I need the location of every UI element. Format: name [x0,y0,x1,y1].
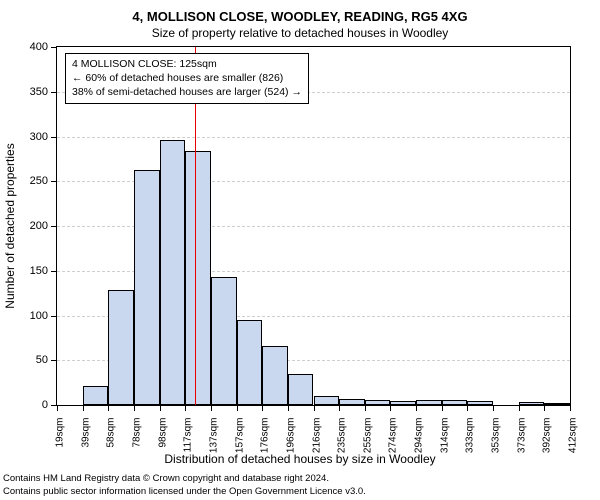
histogram-bar [467,401,493,405]
y-tick [51,226,57,227]
x-tick-label: 78sqm [131,418,142,448]
x-tick [262,405,263,411]
x-tick [83,405,84,411]
histogram-bar [83,386,109,405]
histogram-bar [185,151,211,405]
histogram-bar [211,277,237,405]
x-tick [211,405,212,411]
histogram-bar [262,346,288,405]
annotation-line: ← 60% of detached houses are smaller (82… [72,71,302,85]
x-tick-label: 176sqm [260,418,271,454]
x-tick [288,405,289,411]
x-tick [467,405,468,411]
x-tick-label: 314sqm [439,418,450,454]
annotation-line: 38% of semi-detached houses are larger (… [72,85,302,99]
y-tick-label: 400 [8,41,48,53]
annotation-line: 4 MOLLISON CLOSE: 125sqm [72,57,302,71]
histogram-bar [416,400,442,405]
x-tick-label: 294sqm [414,418,425,454]
y-tick-label: 50 [8,354,48,366]
histogram-bar [442,400,468,405]
x-tick [544,405,545,411]
x-tick-label: 274sqm [388,418,399,454]
y-tick-label: 0 [8,399,48,411]
x-tick [390,405,391,411]
x-tick [314,405,315,411]
plot-area: 4 MOLLISON CLOSE: 125sqm← 60% of detache… [56,46,571,406]
y-tick [51,137,57,138]
x-tick [493,405,494,411]
x-tick-label: 392sqm [542,418,553,454]
y-tick [51,47,57,48]
x-tick [108,405,109,411]
x-tick [185,405,186,411]
histogram-bar [390,401,416,405]
x-tick-label: 255sqm [362,418,373,454]
x-tick [416,405,417,411]
chart-subtitle: Size of property relative to detached ho… [0,26,600,40]
histogram-bar [339,399,365,405]
x-axis-title: Distribution of detached houses by size … [0,452,600,466]
x-tick-label: 19sqm [55,418,66,448]
chart-title: 4, MOLLISON CLOSE, WOODLEY, READING, RG5… [0,9,600,24]
y-tick [51,181,57,182]
y-tick-label: 250 [8,175,48,187]
histogram-bar [134,170,160,405]
x-tick [442,405,443,411]
histogram-bar [365,400,391,405]
annotation-box: 4 MOLLISON CLOSE: 125sqm← 60% of detache… [65,53,309,104]
x-tick-label: 353sqm [491,418,502,454]
x-tick [339,405,340,411]
histogram-bar [237,320,263,405]
x-tick [365,405,366,411]
x-tick [134,405,135,411]
x-tick [237,405,238,411]
histogram-bar [314,396,340,405]
y-tick-label: 350 [8,86,48,98]
gridline [57,137,570,138]
footer-line-2: Contains public sector information licen… [3,486,366,497]
x-tick-label: 373sqm [516,418,527,454]
x-tick-label: 39sqm [80,418,91,448]
x-tick-label: 235sqm [337,418,348,454]
y-tick-label: 300 [8,131,48,143]
x-tick-label: 98sqm [157,418,168,448]
histogram-bar [544,403,570,405]
x-tick-label: 137sqm [208,418,219,454]
y-tick [51,360,57,361]
x-tick-label: 157sqm [234,418,245,454]
x-tick-label: 58sqm [106,418,117,448]
y-tick-label: 200 [8,220,48,232]
y-tick-label: 100 [8,310,48,322]
histogram-bar [160,140,186,405]
histogram-bar [519,402,545,405]
y-tick [51,316,57,317]
x-tick-label: 216sqm [311,418,322,454]
histogram-bar [288,374,314,405]
x-tick-label: 412sqm [568,418,579,454]
x-tick [57,405,58,411]
y-tick [51,92,57,93]
footer-line-1: Contains HM Land Registry data © Crown c… [3,473,329,484]
x-tick [160,405,161,411]
x-tick [570,405,571,411]
x-tick-label: 333sqm [465,418,476,454]
y-tick [51,271,57,272]
histogram-chart: 4, MOLLISON CLOSE, WOODLEY, READING, RG5… [0,0,600,500]
footer-attribution: Contains HM Land Registry data © Crown c… [3,473,597,498]
x-tick-label: 117sqm [183,418,194,453]
x-tick-label: 196sqm [285,418,296,454]
x-tick [519,405,520,411]
y-tick-label: 150 [8,265,48,277]
histogram-bar [108,290,134,405]
